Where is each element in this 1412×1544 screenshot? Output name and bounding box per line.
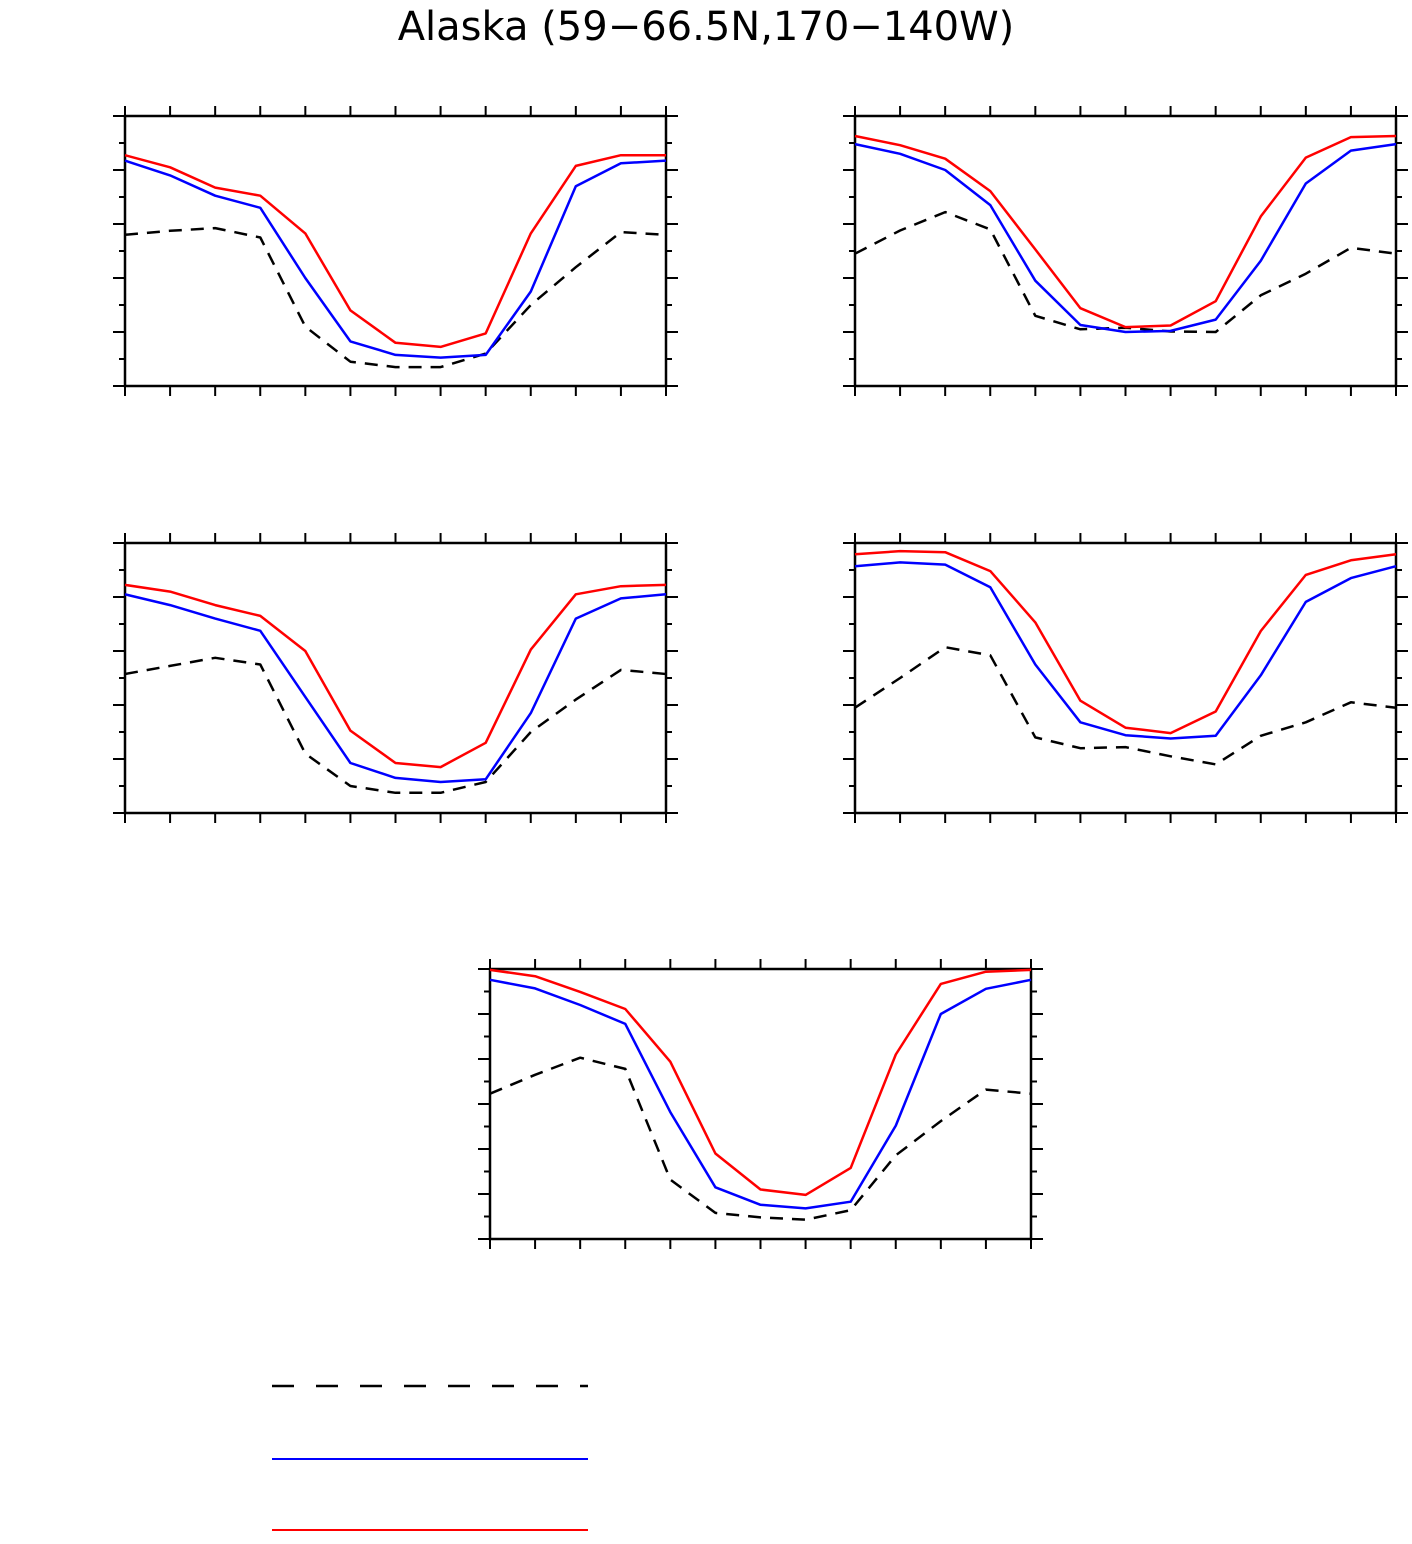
- chart-panel-3: [113, 533, 678, 823]
- lowff-line: [489, 968, 1032, 1197]
- lowff-line: [854, 549, 1397, 735]
- modis-line: [854, 645, 1397, 766]
- tn15-line: [854, 142, 1397, 334]
- modis-line: [489, 1056, 1032, 1221]
- plot-frame: [123, 114, 668, 388]
- plot-frame: [853, 541, 1398, 815]
- chart-panels: [113, 106, 1408, 1249]
- chart-panel-4: [843, 533, 1408, 823]
- chart-panel-2: [843, 106, 1408, 396]
- modis-line: [854, 210, 1397, 334]
- tn15-line: [489, 978, 1032, 1210]
- lowff-line: [124, 583, 667, 769]
- figure-title: Alaska (59−66.5N,170−140W): [398, 4, 1015, 50]
- plot-frame: [123, 541, 668, 815]
- lowff-line: [854, 134, 1397, 329]
- chart-panel-5: [478, 959, 1043, 1249]
- tn15-line: [854, 561, 1397, 740]
- chart-panel-1: [113, 106, 678, 396]
- lowff-line: [124, 153, 666, 349]
- legend: [272, 1384, 588, 1531]
- tn15-line: [124, 159, 667, 359]
- modis-line: [124, 226, 667, 369]
- modis-line: [124, 656, 667, 795]
- tn15-line: [124, 593, 667, 784]
